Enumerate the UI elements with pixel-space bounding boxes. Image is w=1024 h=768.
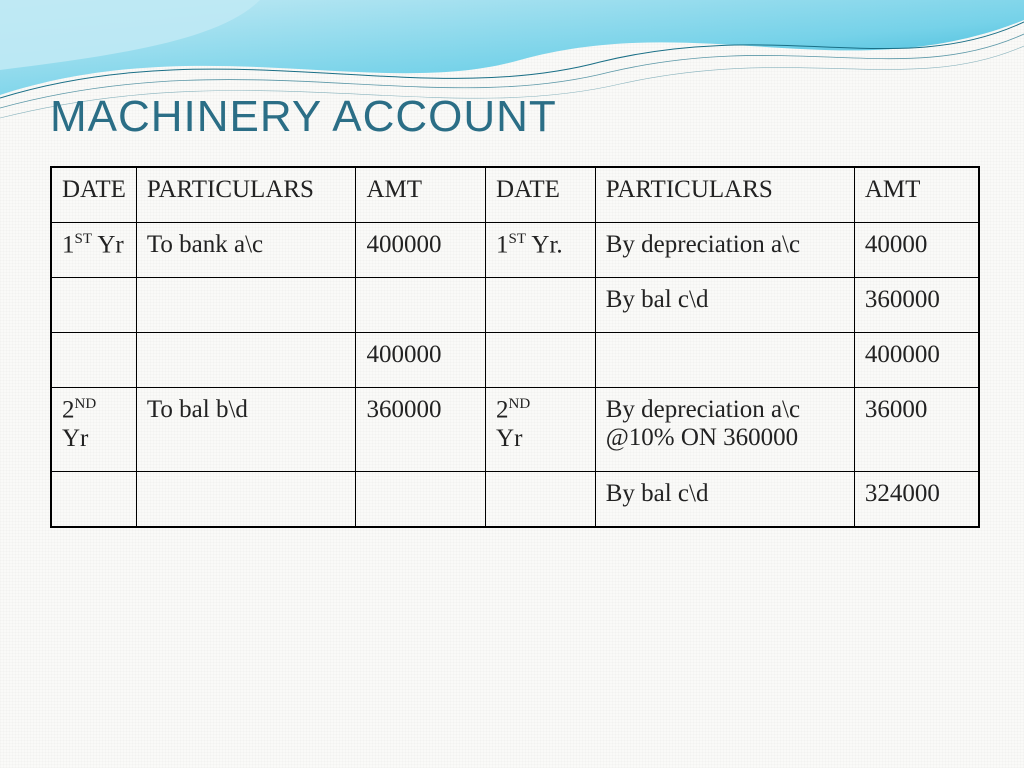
cell-date-right (486, 333, 596, 388)
cell-amt-right: 36000 (854, 388, 979, 471)
table-body: 1ST YrTo bank a\c4000001ST Yr.By depreci… (51, 223, 979, 527)
cell-particulars-right: By bal c\d (595, 278, 854, 333)
cell-date-left (51, 333, 136, 388)
cell-date-left (51, 278, 136, 333)
slide-content: MACHINERY ACCOUNT DATE PARTICULARS AMT D… (0, 0, 1024, 528)
col-particulars-left: PARTICULARS (136, 167, 356, 223)
machinery-account-table: DATE PARTICULARS AMT DATE PARTICULARS AM… (50, 166, 980, 528)
col-particulars-right: PARTICULARS (595, 167, 854, 223)
cell-date-right (486, 278, 596, 333)
cell-date-left (51, 471, 136, 527)
cell-particulars-left: To bank a\c (136, 223, 356, 278)
cell-date-right: 2NDYr (486, 388, 596, 471)
cell-amt-left: 360000 (356, 388, 486, 471)
cell-particulars-right (595, 333, 854, 388)
cell-date-right: 1ST Yr. (486, 223, 596, 278)
table-row: 1ST YrTo bank a\c4000001ST Yr.By depreci… (51, 223, 979, 278)
cell-amt-left: 400000 (356, 223, 486, 278)
col-date-left: DATE (51, 167, 136, 223)
slide-title: MACHINERY ACCOUNT (50, 92, 974, 142)
table-row: 2NDYrTo bal b\d3600002NDYrBy depreciatio… (51, 388, 979, 471)
cell-date-right (486, 471, 596, 527)
cell-amt-right: 400000 (854, 333, 979, 388)
cell-amt-right: 40000 (854, 223, 979, 278)
col-amt-left: AMT (356, 167, 486, 223)
cell-date-left: 2NDYr (51, 388, 136, 471)
col-date-right: DATE (486, 167, 596, 223)
cell-amt-right: 360000 (854, 278, 979, 333)
cell-particulars-left (136, 471, 356, 527)
cell-particulars-left (136, 333, 356, 388)
cell-particulars-right: By depreciation a\c (595, 223, 854, 278)
table-header-row: DATE PARTICULARS AMT DATE PARTICULARS AM… (51, 167, 979, 223)
cell-particulars-left (136, 278, 356, 333)
cell-date-left: 1ST Yr (51, 223, 136, 278)
cell-amt-left: 400000 (356, 333, 486, 388)
cell-particulars-right: By bal c\d (595, 471, 854, 527)
table-row: By bal c\d360000 (51, 278, 979, 333)
cell-particulars-left: To bal b\d (136, 388, 356, 471)
cell-particulars-right: By depreciation a\c @10% ON 360000 (595, 388, 854, 471)
cell-amt-left (356, 471, 486, 527)
cell-amt-right: 324000 (854, 471, 979, 527)
table-row: By bal c\d324000 (51, 471, 979, 527)
table-row: 400000 400000 (51, 333, 979, 388)
cell-amt-left (356, 278, 486, 333)
col-amt-right: AMT (854, 167, 979, 223)
